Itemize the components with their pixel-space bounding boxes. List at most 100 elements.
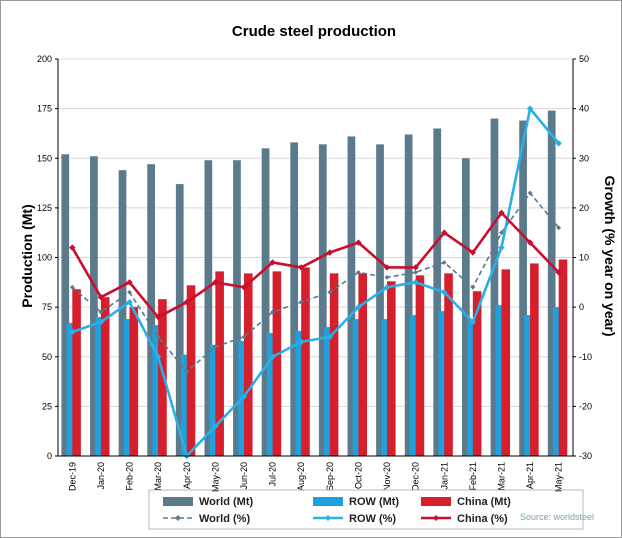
point-row — [355, 303, 362, 311]
bar-row — [524, 315, 533, 456]
gridlines — [58, 58, 573, 457]
bar-china — [358, 273, 367, 456]
bar-world — [347, 136, 356, 457]
y-tick-label: 125 — [37, 203, 52, 213]
point-world — [155, 334, 161, 340]
x-tick-label: Apr-20 — [182, 462, 192, 489]
bar-world — [547, 110, 556, 457]
point-row — [412, 279, 419, 286]
legend-entry: ROW (Mt) — [349, 496, 399, 508]
legend-entry: World (Mt) — [199, 496, 254, 508]
legend-swatch-row — [313, 497, 343, 506]
y-tick-label: 200 — [37, 54, 52, 64]
legend: World (Mt) ROW (Mt) China (Mt) World (%) ROW… — [148, 489, 584, 530]
legend-marker — [325, 515, 331, 521]
bar-row — [181, 354, 190, 456]
bar-china — [272, 271, 282, 456]
point-china — [154, 313, 162, 321]
point-china — [526, 239, 534, 246]
point-world — [499, 230, 504, 236]
bar-row — [552, 307, 562, 456]
bar-row — [409, 315, 419, 456]
bar-row — [209, 344, 219, 456]
point-world — [127, 289, 132, 295]
y2-tick-label: 50 — [579, 54, 589, 64]
line-china — [71, 211, 560, 319]
point-world — [384, 274, 390, 280]
y2-tick-label: 10 — [579, 253, 589, 263]
x-tick-label: Feb-20 — [125, 462, 135, 491]
point-china — [297, 264, 305, 271]
x-tick-label: Jul-20 — [268, 462, 278, 487]
tick-labels: 0 25 50 75 100 125 150 175 200 -30 -20 -10 0 10 20 30 40… — [37, 54, 592, 492]
x-tick-label: Jan-21 — [439, 462, 449, 490]
point-row — [154, 353, 162, 360]
x-tick-label: Mar-21 — [496, 462, 506, 491]
bar-world — [461, 158, 470, 456]
source-note: Source: worldsteel — [520, 512, 594, 522]
bar-china — [472, 291, 482, 456]
bar-row — [123, 319, 133, 456]
axes — [55, 58, 576, 457]
y2-tick-label: 30 — [579, 153, 589, 163]
bar-world — [490, 118, 499, 457]
point-world — [98, 309, 104, 315]
point-china — [326, 249, 334, 256]
legend-entry: ROW (%) — [349, 513, 396, 525]
point-world — [241, 334, 247, 340]
bar-china — [301, 267, 310, 456]
point-china — [240, 284, 248, 291]
point-world — [270, 309, 275, 315]
line-row — [71, 107, 560, 458]
x-tick-label: Sep-20 — [325, 462, 335, 491]
y-tick-label: 25 — [42, 401, 52, 411]
bar-row — [95, 317, 104, 456]
lines-layer — [69, 105, 562, 460]
point-row — [326, 333, 334, 341]
bar-row — [152, 324, 161, 456]
bar-china — [501, 269, 511, 456]
bar-china — [387, 281, 396, 456]
y2-axis-label: Growth (% year on year) — [602, 175, 618, 336]
bar-world — [118, 170, 127, 456]
point-china — [69, 244, 76, 251]
y2-tick-label: -30 — [579, 451, 592, 461]
point-china — [555, 269, 562, 276]
legend-entry: China (Mt) — [457, 496, 511, 508]
bar-row — [295, 330, 305, 456]
bar-china — [72, 289, 81, 456]
y-tick-label: 0 — [47, 451, 52, 461]
bar-china — [186, 285, 196, 456]
bar-row — [381, 319, 390, 456]
y-tick-label: 175 — [37, 104, 52, 114]
point-world — [413, 269, 419, 275]
bars-layer — [61, 110, 568, 457]
point-world — [441, 260, 447, 265]
point-row — [269, 353, 276, 360]
bar-china — [415, 275, 425, 456]
point-row — [469, 318, 477, 326]
legend-marker — [175, 515, 181, 521]
x-tick-label: Oct-20 — [353, 462, 363, 489]
point-row — [212, 423, 219, 430]
legend-box — [148, 489, 584, 530]
x-tick-label: May-21 — [554, 462, 564, 492]
legend-swatch-world — [163, 497, 193, 506]
bar-world — [61, 154, 70, 456]
y-tick-label: 150 — [37, 153, 52, 163]
point-world — [184, 369, 190, 375]
bar-row — [266, 332, 276, 456]
bar-world — [204, 160, 213, 457]
point-china — [212, 279, 219, 286]
point-world — [298, 299, 304, 305]
line-world — [71, 192, 560, 373]
point-row — [69, 328, 76, 336]
x-tick-label: May-20 — [210, 462, 220, 492]
x-tick-label: Dec-19 — [67, 462, 77, 491]
chart-title: Crude steel production — [232, 23, 396, 40]
bar-row — [467, 321, 476, 456]
y-axis-label: Production (Mt) — [19, 204, 35, 307]
point-world — [69, 284, 75, 290]
